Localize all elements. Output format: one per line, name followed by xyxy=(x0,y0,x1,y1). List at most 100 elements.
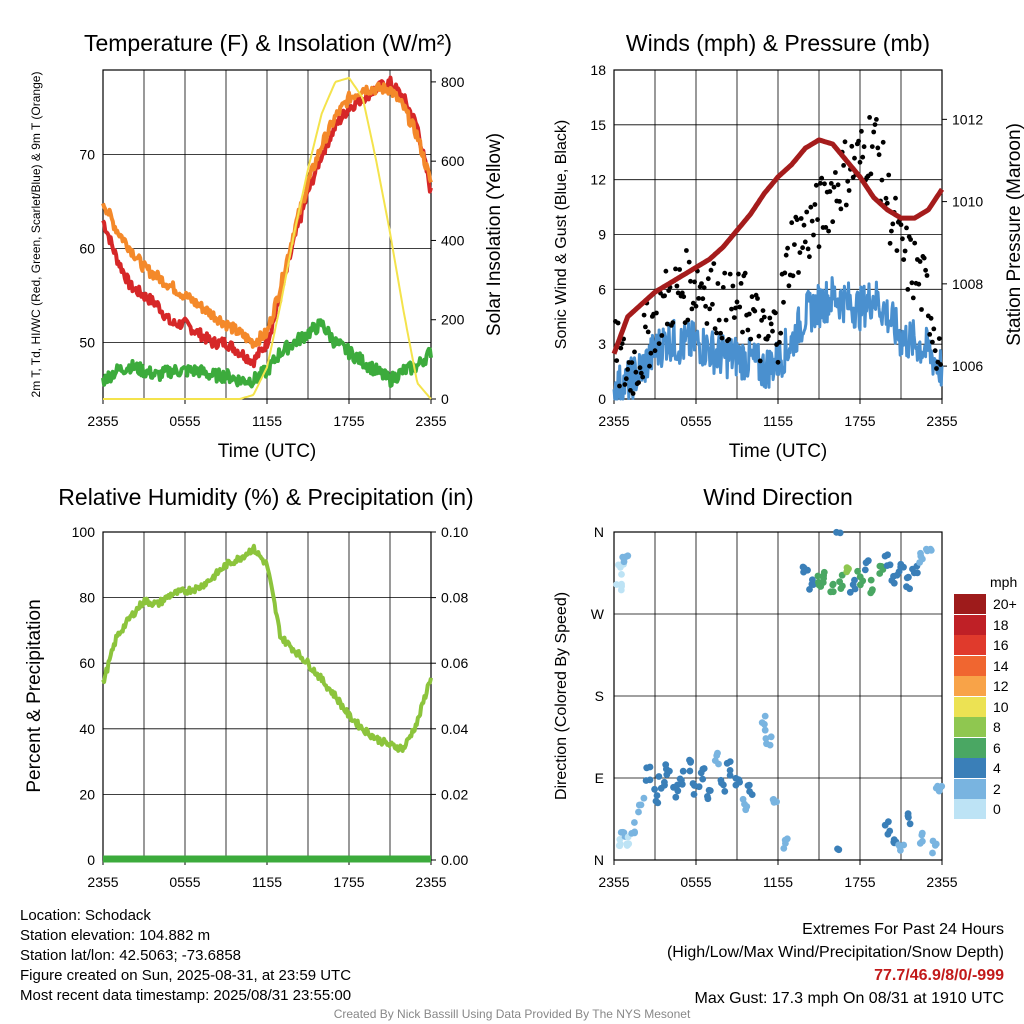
wind-y-axis-label: Sonic Wind & Gust (Blue, Black) xyxy=(553,120,570,349)
wind-gust-point xyxy=(716,317,722,323)
legend-label: 10 xyxy=(993,698,1009,715)
dir-direction-point xyxy=(904,810,912,817)
legend-swatch xyxy=(954,614,986,635)
legend-swatch xyxy=(954,799,986,819)
wind-gust-point xyxy=(917,259,923,264)
wind-gust-point xyxy=(733,305,738,311)
wind-y-tick-label: 12 xyxy=(590,172,606,188)
legend-label: 18 xyxy=(993,616,1009,633)
wind-gust-point xyxy=(809,218,815,224)
rh-x-tick-label: 1755 xyxy=(333,874,364,890)
wind-gust-point xyxy=(768,321,774,327)
rh-y-tick-label: 20 xyxy=(79,786,95,802)
dir-direction-point xyxy=(643,764,651,772)
wind-wind-line xyxy=(612,276,944,401)
wind-panel-title: Winds (mph) & Pressure (mb) xyxy=(625,30,931,56)
dir-direction-point xyxy=(781,836,789,844)
wind-gust-point xyxy=(909,280,915,286)
wind-gust-point xyxy=(826,228,831,234)
wind-gust-point xyxy=(938,362,943,367)
wind-y-tick-label: 0 xyxy=(598,391,606,407)
wind-gust-point xyxy=(822,181,827,187)
wind-gust-point xyxy=(883,195,889,201)
wind-gust-point xyxy=(727,271,733,277)
dir-direction-point xyxy=(895,568,903,575)
wind-gust-point xyxy=(905,287,911,292)
wind-y2-tick-label: 1010 xyxy=(952,194,983,210)
dir-x-tick-label: 1755 xyxy=(844,874,875,890)
wind-gust-point xyxy=(719,335,725,341)
dir-direction-point xyxy=(736,778,743,786)
wind-gust-point xyxy=(630,391,636,396)
wind-gust-point xyxy=(615,320,621,326)
legend-label: 8 xyxy=(993,719,1001,735)
legend-unit: mph xyxy=(990,574,1018,590)
dir-direction-point xyxy=(819,579,827,586)
wind-gust-point xyxy=(663,268,669,274)
wind-gust-point xyxy=(693,303,699,309)
wind-gust-point xyxy=(849,143,855,149)
wind-gust-point xyxy=(619,341,625,346)
wind-gust-point xyxy=(711,261,717,266)
wind-gust-point xyxy=(726,337,732,342)
dir-direction-point xyxy=(666,767,673,775)
wind-gust-point xyxy=(868,171,874,177)
wind-gust-point xyxy=(777,339,782,345)
wind-gust-point xyxy=(902,248,908,254)
wind-gust-point xyxy=(670,320,676,326)
dir-y-tick-label: N xyxy=(594,852,604,868)
wind-gust-point xyxy=(633,369,639,375)
wind-gust-point xyxy=(919,307,924,312)
dir-direction-point xyxy=(761,712,769,720)
rh-humidity-line xyxy=(101,543,433,753)
dir-direction-point xyxy=(640,794,648,802)
dir-direction-point xyxy=(851,585,859,593)
rh-x-tick-label: 1155 xyxy=(252,874,282,890)
rh-y-tick-label: 80 xyxy=(79,590,95,606)
wind-gust-point xyxy=(756,333,762,339)
dir-direction-point xyxy=(620,558,628,566)
temp-x-tick-label: 2355 xyxy=(87,413,118,429)
dir-direction-point xyxy=(646,776,654,784)
wind-gust-point xyxy=(860,154,866,160)
station-elevation: Station elevation: 104.882 m xyxy=(20,927,211,944)
station-location: Location: Schodack xyxy=(20,907,151,924)
dir-direction-point xyxy=(829,580,837,588)
wind-gust-point xyxy=(629,360,635,365)
legend-swatch xyxy=(954,758,986,778)
dir-direction-point xyxy=(906,820,914,828)
wind-y-tick-label: 18 xyxy=(590,62,606,78)
wind-gust-point xyxy=(823,225,829,230)
wind-x-axis-label: Time (UTC) xyxy=(729,441,828,462)
legend-swatch xyxy=(954,635,986,655)
wind-gust-point xyxy=(794,217,800,223)
wind-gust-point xyxy=(746,311,752,317)
dir-direction-point xyxy=(657,784,665,792)
temp-y2-tick-label: 800 xyxy=(441,74,465,90)
dir-direction-point xyxy=(739,795,747,803)
wind-gust-point xyxy=(770,328,775,334)
wind-gust-point xyxy=(775,359,781,365)
wind-gust-point xyxy=(887,240,893,246)
dir-direction-point xyxy=(651,785,658,793)
wind-gust-point xyxy=(729,306,734,312)
wind-gust-point xyxy=(807,254,812,260)
temp-y-tick-label: 60 xyxy=(79,241,95,257)
wind-gust-point xyxy=(927,332,933,337)
wind-gust-point xyxy=(916,281,922,287)
dir-direction-point xyxy=(806,586,813,593)
wind-gust-point xyxy=(673,266,678,272)
wind-gust-point xyxy=(618,345,624,351)
wind-gust-point xyxy=(843,202,849,208)
legend-label: 2 xyxy=(993,780,1001,797)
wind-gust-point xyxy=(830,219,836,225)
rh-y2-tick-label: 0.06 xyxy=(441,655,468,671)
wind-gust-point xyxy=(686,259,692,265)
wind-y-tick-label: 15 xyxy=(590,117,606,133)
wind-gust-point xyxy=(647,363,652,369)
legend-label: 20+ xyxy=(993,596,1017,612)
wind-gust-point xyxy=(789,220,795,226)
wind-gust-point xyxy=(893,195,898,201)
dir-direction-point xyxy=(687,757,694,765)
